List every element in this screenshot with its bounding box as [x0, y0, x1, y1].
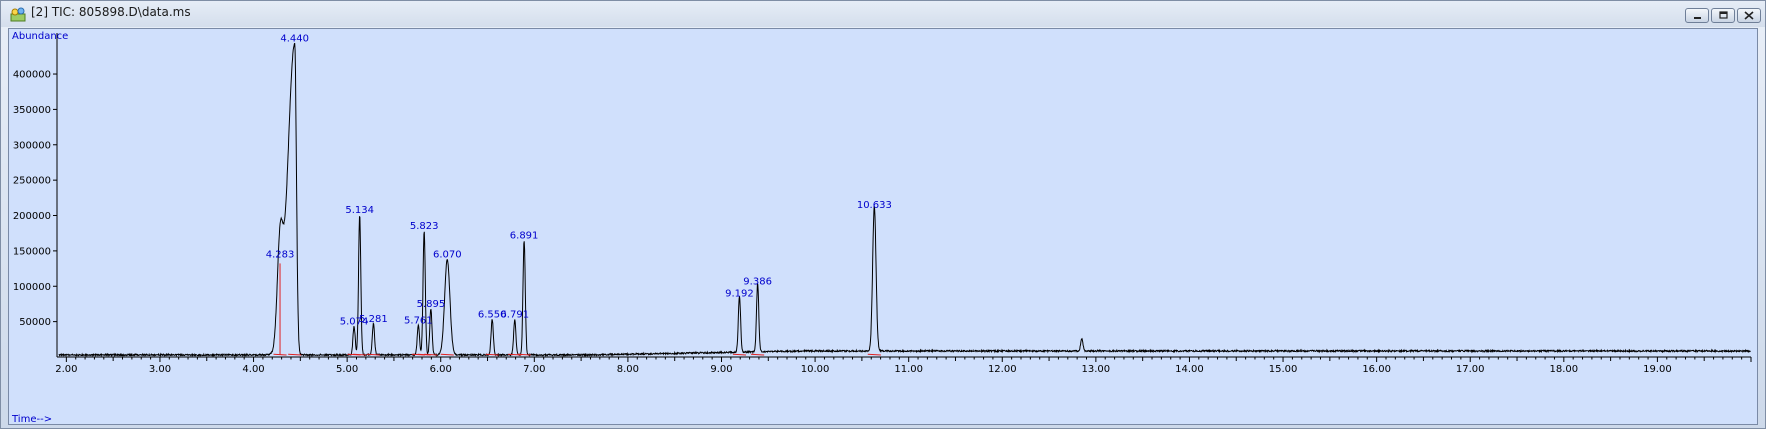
x-tick-label: 9.00: [710, 364, 732, 375]
peak-label: 9.192: [725, 288, 754, 299]
peak-label: 4.283: [266, 249, 295, 260]
peak-baseline-mark: [485, 353, 499, 356]
x-tick-label: 12.00: [988, 364, 1017, 375]
close-icon: [1744, 11, 1754, 20]
x-axis-ticks: 2.00 3.00 4.00 5.00 6.00 7.00 8.00 9.00 10.00 11.…: [55, 357, 1752, 375]
peak-baseline-mark: [440, 353, 454, 356]
y-tick-label: 100000: [13, 282, 51, 293]
peak-label: 5.074: [340, 317, 369, 328]
chromatogram-plot-area[interactable]: 50000 100000 150000 200000 250000 300000 35000…: [8, 28, 1758, 425]
x-axis-title: Time-->: [11, 414, 52, 424]
peak-label: 5.281: [359, 314, 388, 325]
peak-label: 6.791: [500, 310, 529, 321]
peak-baseline-mark: [508, 353, 522, 356]
peak-label: 5.823: [410, 221, 439, 232]
peak-labels: 4.283 4.440 5.074 5.134 5.281 5.761 5.823 5.895…: [266, 34, 892, 328]
x-tick-label: 15.00: [1269, 364, 1298, 375]
y-tick-label: 250000: [13, 176, 51, 187]
peak-baseline-mark: [751, 353, 765, 356]
restore-icon: [1719, 11, 1728, 19]
window-title: [2] TIC: 805898.D\data.ms: [31, 5, 191, 19]
x-tick-label: 16.00: [1362, 364, 1391, 375]
peak-label: 5.895: [417, 299, 446, 310]
integration-baselines: [273, 263, 881, 356]
x-tick-label: 14.00: [1175, 364, 1204, 375]
peak-baseline-mark: [517, 353, 531, 356]
y-tick-label: 300000: [13, 140, 51, 151]
chromatogram-chart[interactable]: 50000 100000 150000 200000 250000 300000 35000…: [9, 29, 1757, 424]
restore-button[interactable]: [1711, 8, 1735, 23]
peak-label: 9.386: [743, 276, 772, 287]
y-tick-label: 400000: [13, 70, 51, 81]
peak-label: 4.440: [280, 34, 309, 45]
y-axis-ticks: 50000 100000 150000 200000 250000 300000 35000…: [13, 70, 57, 328]
peak-label: 6.070: [433, 249, 462, 260]
x-tick-label: 18.00: [1549, 364, 1578, 375]
peak-baseline-mark: [732, 353, 747, 356]
y-tick-label: 50000: [19, 317, 51, 328]
x-tick-label: 13.00: [1082, 364, 1111, 375]
peak-label: 6.891: [510, 230, 539, 241]
peak-baseline-mark: [366, 353, 381, 356]
x-tick-label: 10.00: [801, 364, 830, 375]
peak-baseline-mark: [424, 353, 438, 356]
y-tick-label: 350000: [13, 105, 51, 116]
x-tick-label: 4.00: [242, 364, 264, 375]
x-tick-label: 19.00: [1643, 364, 1672, 375]
title-bar[interactable]: [2] TIC: 805898.D\data.ms: [1, 1, 1765, 27]
chromatogram-app-icon: [10, 7, 26, 22]
tic-trace-line: [58, 42, 1751, 358]
y-tick-label: 200000: [13, 211, 51, 222]
minimize-button[interactable]: [1685, 8, 1709, 23]
peak-label: 10.633: [857, 200, 892, 211]
x-tick-label: 6.00: [430, 364, 452, 375]
minimize-icon: [1694, 17, 1701, 19]
peak-baseline-mark: [288, 353, 302, 356]
peak-baseline-mark: [353, 353, 367, 356]
x-tick-label: 17.00: [1456, 364, 1485, 375]
x-tick-label: 2.00: [55, 364, 77, 375]
peak-label: 5.761: [404, 315, 433, 326]
peak-label: 6.550: [478, 310, 507, 321]
x-tick-label: 8.00: [617, 364, 639, 375]
x-tick-label: 3.00: [149, 364, 171, 375]
x-tick-label: 5.00: [336, 364, 358, 375]
x-tick-label: 7.00: [523, 364, 545, 375]
peak-baseline-mark: [867, 353, 881, 356]
close-button[interactable]: [1737, 8, 1761, 23]
y-axis-title: Abundance: [12, 31, 68, 42]
x-tick-label: 11.00: [894, 364, 923, 375]
peak-label: 5.134: [345, 205, 374, 216]
y-tick-label: 150000: [13, 246, 51, 257]
